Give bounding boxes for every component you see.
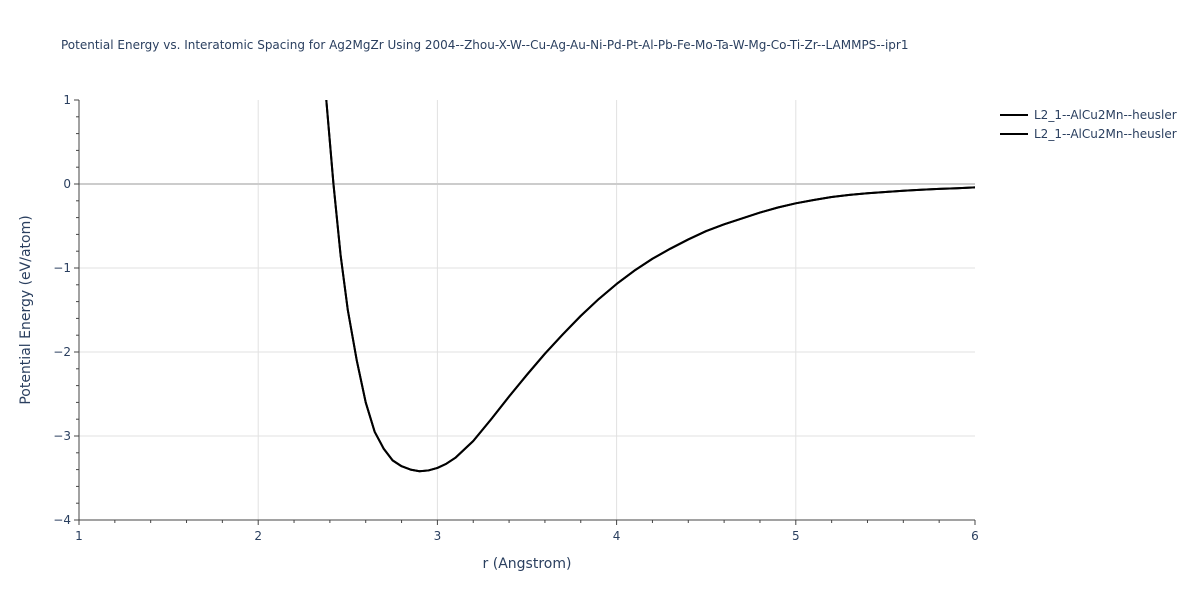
legend-item[interactable]: L2_1--AlCu2Mn--heusler xyxy=(1000,127,1177,141)
x-tick-label: 5 xyxy=(792,529,800,543)
legend-label: L2_1--AlCu2Mn--heusler xyxy=(1034,108,1177,122)
legend[interactable]: L2_1--AlCu2Mn--heusler L2_1--AlCu2Mn--heu… xyxy=(1000,108,1177,141)
y-gridlines xyxy=(79,267,975,437)
legend-label: L2_1--AlCu2Mn--heusler xyxy=(1034,127,1177,141)
x-axis-title: r (Angstrom) xyxy=(483,556,572,572)
series-line-1[interactable] xyxy=(325,100,975,473)
x-tick-labels: 1 2 3 4 5 6 xyxy=(75,529,979,543)
x-tick-label: 4 xyxy=(613,529,621,543)
chart-title: Potential Energy vs. Interatomic Spacing… xyxy=(61,38,909,52)
y-tick-label: −4 xyxy=(53,513,71,527)
x-tick-label: 3 xyxy=(434,529,442,543)
y-tick-label: −2 xyxy=(53,345,71,359)
series-line-2[interactable] xyxy=(325,100,975,473)
y-tick-label: −1 xyxy=(53,261,71,275)
axes xyxy=(74,99,976,525)
y-tick-label: −3 xyxy=(53,429,71,443)
y-tick-label: 1 xyxy=(63,93,71,107)
y-tick-label: 0 xyxy=(63,177,71,191)
x-tick-label: 2 xyxy=(254,529,262,543)
y-tick-labels: 1 0 −1 −2 −3 −4 xyxy=(53,93,71,527)
y-axis-title: Potential Energy (eV/atom) xyxy=(18,215,34,404)
plot-area[interactable] xyxy=(325,100,975,473)
x-gridlines xyxy=(257,100,797,520)
legend-item[interactable]: L2_1--AlCu2Mn--heusler xyxy=(1000,108,1177,122)
x-tick-label: 1 xyxy=(75,529,83,543)
x-tick-label: 6 xyxy=(971,529,979,543)
